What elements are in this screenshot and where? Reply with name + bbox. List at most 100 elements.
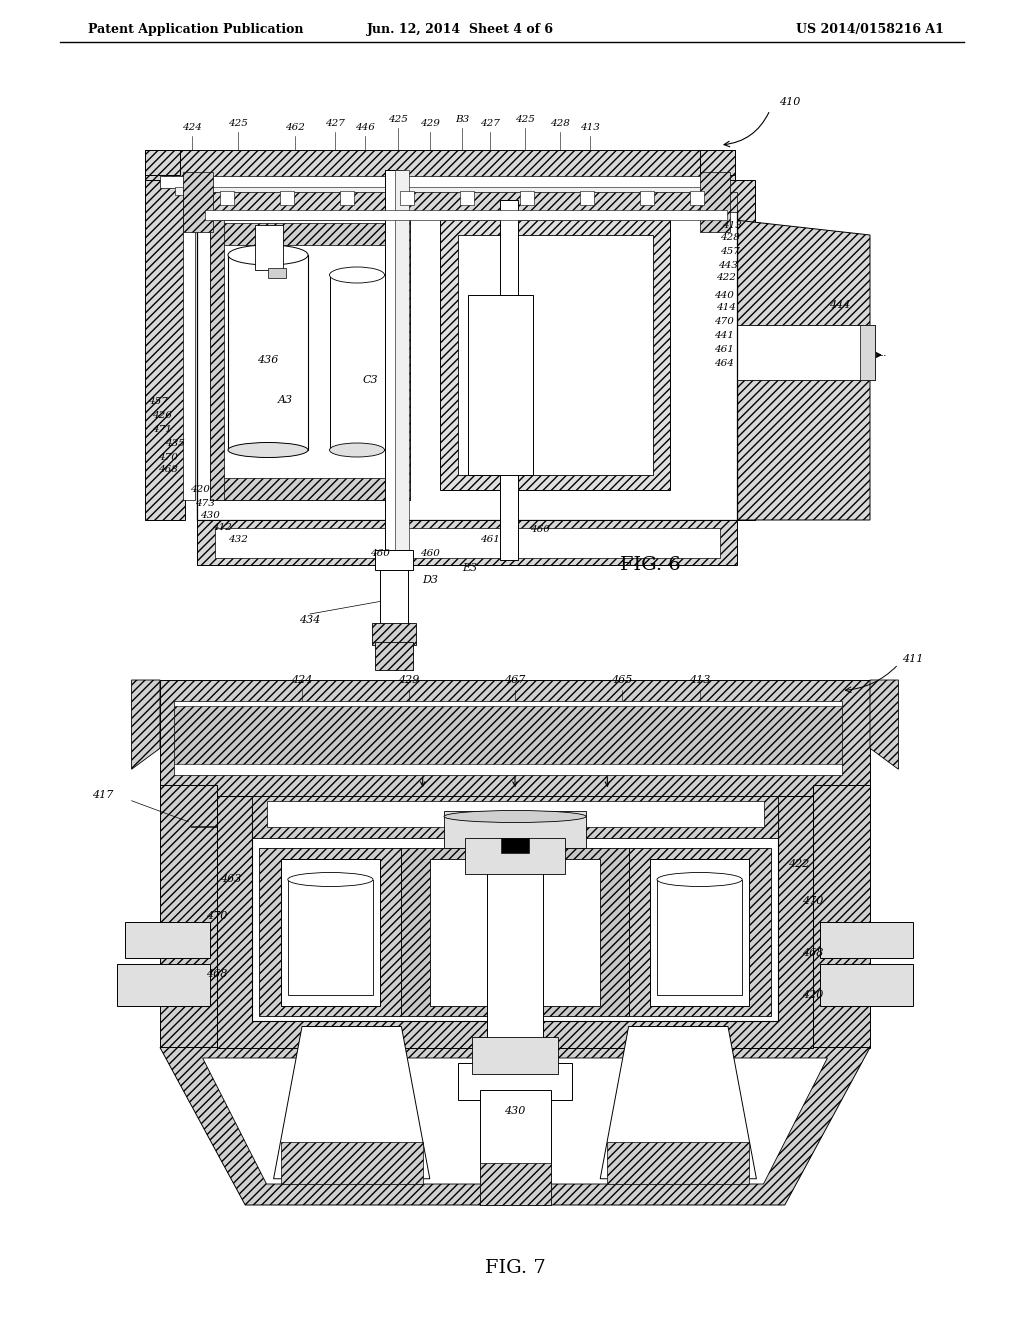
Text: 422: 422 [716, 273, 736, 282]
Bar [400, 191, 414, 205]
Bar [650, 858, 750, 1006]
Text: A3: A3 [278, 395, 293, 405]
Bar [395, 170, 409, 560]
Text: 467: 467 [504, 675, 525, 685]
Bar [629, 847, 771, 1016]
Bar [210, 223, 410, 246]
Bar [174, 701, 842, 775]
Bar [197, 191, 737, 213]
Bar [458, 1063, 571, 1100]
Text: 464: 464 [714, 359, 734, 368]
Bar [268, 268, 286, 279]
Text: D3: D3 [422, 576, 438, 585]
Ellipse shape [288, 873, 373, 887]
Text: FIG. 6: FIG. 6 [620, 556, 681, 574]
Bar [820, 964, 912, 1006]
Bar [252, 796, 777, 837]
Bar [288, 879, 373, 995]
Bar [281, 858, 380, 1006]
Bar [217, 796, 813, 1048]
Bar [145, 180, 185, 520]
Text: 410: 410 [779, 96, 801, 107]
Text: E3: E3 [463, 564, 477, 573]
Bar [380, 562, 408, 630]
Bar [215, 528, 720, 558]
Ellipse shape [657, 873, 742, 887]
Bar [210, 220, 410, 500]
Text: 441: 441 [714, 331, 734, 341]
Text: 470: 470 [803, 895, 824, 906]
Text: 462: 462 [285, 124, 305, 132]
Bar [472, 1038, 558, 1073]
Text: 471: 471 [152, 425, 172, 433]
Text: 434: 434 [299, 615, 321, 624]
Polygon shape [203, 1059, 827, 1184]
Bar [197, 210, 737, 520]
Text: 473: 473 [195, 499, 215, 507]
Text: 427: 427 [480, 120, 500, 128]
Text: 468: 468 [158, 466, 178, 474]
Bar [700, 150, 735, 176]
Text: 465: 465 [610, 675, 632, 685]
Bar [440, 220, 670, 490]
Text: 444: 444 [829, 300, 851, 310]
Polygon shape [860, 325, 874, 380]
Text: 430: 430 [200, 511, 220, 520]
Bar [183, 190, 195, 500]
Text: 420: 420 [803, 990, 824, 1001]
Text: 470: 470 [206, 911, 227, 921]
Bar [125, 921, 210, 958]
Text: 414: 414 [716, 304, 736, 313]
Text: 413: 413 [689, 675, 711, 685]
Bar [500, 201, 518, 560]
Bar [396, 220, 410, 500]
Polygon shape [132, 680, 160, 770]
Bar [657, 879, 742, 995]
Text: 468: 468 [206, 969, 227, 979]
Bar [820, 921, 912, 958]
Ellipse shape [228, 442, 308, 458]
Bar [197, 520, 737, 565]
Text: 428: 428 [720, 234, 740, 243]
Text: 468: 468 [803, 948, 824, 958]
Polygon shape [600, 1027, 757, 1179]
Text: 446: 446 [355, 124, 375, 132]
Text: 413: 413 [722, 220, 742, 230]
Bar [501, 837, 529, 853]
Polygon shape [160, 1048, 870, 1205]
Bar [160, 176, 720, 187]
Text: 461: 461 [714, 346, 734, 355]
Text: 427: 427 [325, 120, 345, 128]
Bar [465, 837, 564, 874]
Polygon shape [273, 1027, 430, 1179]
Text: 457: 457 [148, 396, 168, 405]
Text: 420: 420 [190, 486, 210, 495]
Bar [700, 172, 730, 232]
Text: 430: 430 [504, 1106, 525, 1115]
Bar [813, 785, 870, 1048]
Text: 440: 440 [714, 290, 734, 300]
Text: 470: 470 [158, 454, 178, 462]
Bar [375, 550, 413, 570]
Bar [479, 1089, 551, 1205]
Text: Jun. 12, 2014  Sheet 4 of 6: Jun. 12, 2014 Sheet 4 of 6 [367, 24, 554, 37]
Bar [430, 858, 600, 1006]
Bar [486, 858, 544, 1152]
Bar [607, 1142, 750, 1184]
Text: 460: 460 [420, 549, 440, 557]
Ellipse shape [330, 444, 384, 457]
Bar [690, 191, 705, 205]
Bar [160, 680, 870, 796]
Ellipse shape [444, 810, 586, 822]
Text: 422: 422 [788, 859, 810, 869]
Ellipse shape [330, 267, 384, 282]
Text: 424: 424 [291, 675, 312, 685]
Text: 457: 457 [720, 248, 740, 256]
Bar [385, 170, 403, 560]
Text: 412: 412 [212, 524, 232, 532]
Text: FIG. 7: FIG. 7 [484, 1259, 546, 1276]
Bar [259, 847, 401, 1016]
Text: 435: 435 [165, 438, 185, 447]
Bar [266, 801, 764, 828]
Bar [281, 1142, 423, 1184]
